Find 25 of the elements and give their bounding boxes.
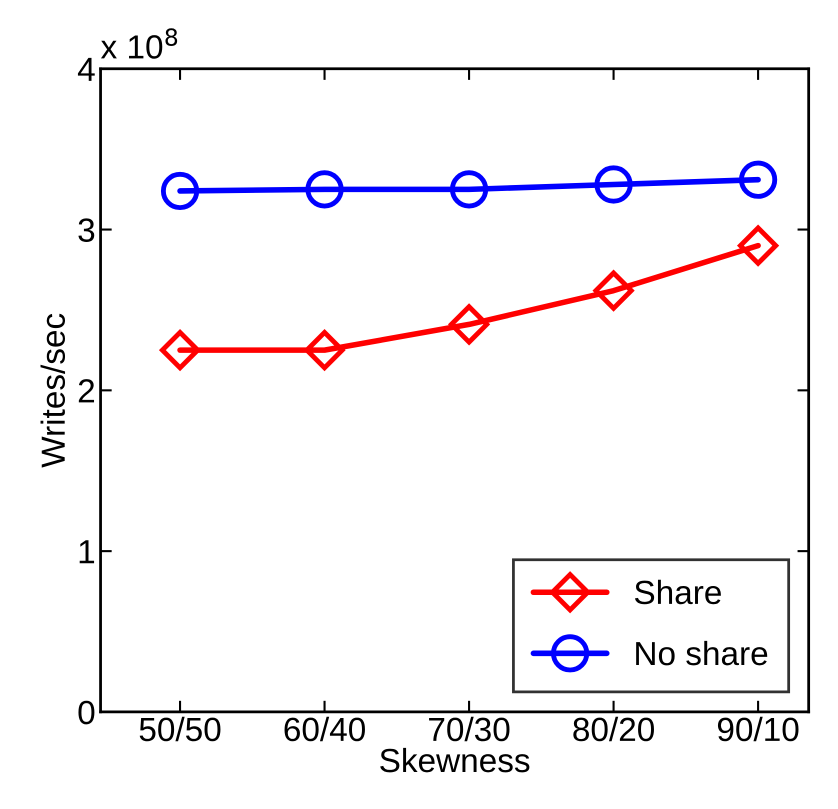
x-tick-label: 50/50 <box>140 716 220 742</box>
point <box>594 165 633 204</box>
point <box>448 304 490 345</box>
y-tick-label: 2 <box>78 379 94 402</box>
text: x 10$^{8}$ <box>100 28 178 59</box>
x-tick-label: 70/30 <box>429 716 510 742</box>
y-tick-label: 0 <box>78 700 94 724</box>
y-tick-label: 3 <box>78 218 94 242</box>
legend-label: Share <box>634 580 721 604</box>
point <box>593 270 634 311</box>
y-tick-label: 4 <box>78 58 95 81</box>
point <box>738 226 778 266</box>
x-tick-label: 90/10 <box>718 716 798 742</box>
point <box>738 160 778 199</box>
point <box>450 170 488 208</box>
y-axis-title: Writes/sec <box>40 314 66 468</box>
point <box>160 172 200 210</box>
x-tick-label: 80/20 <box>573 716 654 742</box>
x-tick-label: 60/40 <box>284 716 365 742</box>
x-axis-title: Skewness <box>380 748 530 772</box>
point <box>305 170 344 208</box>
point <box>160 330 200 370</box>
y-tick-label: 1 <box>80 540 94 564</box>
point <box>304 330 345 370</box>
legend-label: No share <box>636 640 768 666</box>
